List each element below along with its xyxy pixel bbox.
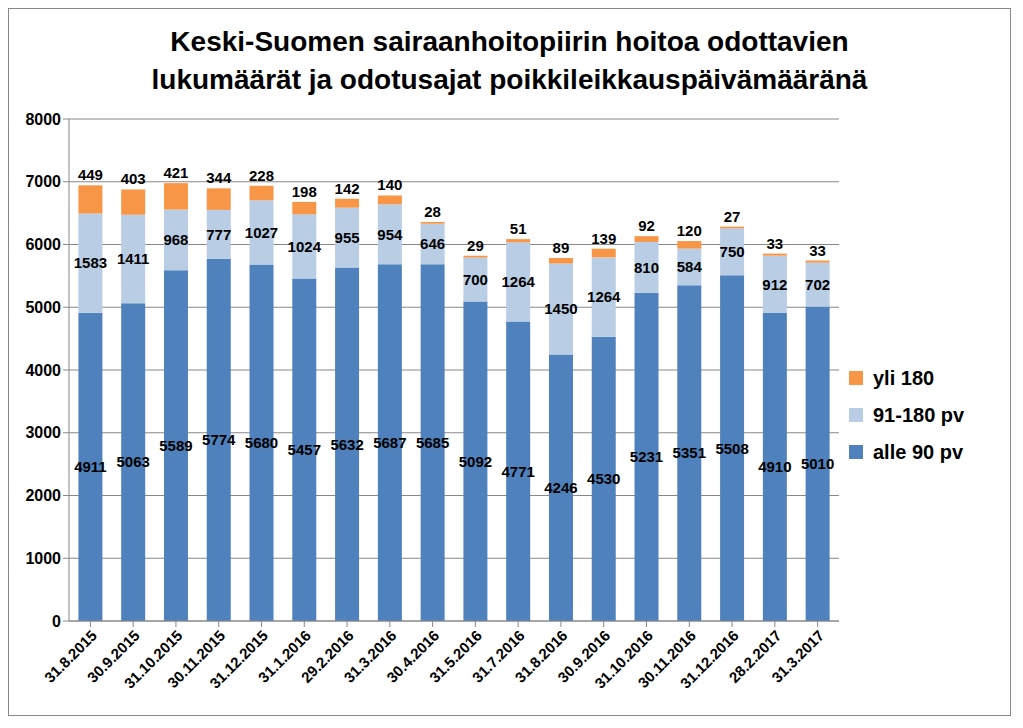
svg-text:31.7.2016: 31.7.2016 (468, 626, 528, 686)
svg-text:27: 27 (724, 208, 741, 225)
svg-text:1000: 1000 (25, 550, 61, 567)
html-text:alle 90 pv: alle 90 pv (873, 440, 964, 463)
svg-text:8000: 8000 (25, 111, 61, 128)
svg-text:421: 421 (163, 164, 188, 181)
svg-text:7000: 7000 (25, 173, 61, 190)
svg-text:777: 777 (206, 226, 231, 243)
svg-text:750: 750 (720, 243, 745, 260)
svg-text:449: 449 (78, 166, 103, 183)
svg-text:5774: 5774 (202, 431, 236, 448)
svg-text:31.10.2016: 31.10.2016 (591, 626, 657, 692)
svg-text:140: 140 (377, 176, 402, 193)
svg-text:33: 33 (767, 235, 784, 252)
svg-text:1411: 1411 (117, 250, 150, 267)
svg-text:31.8.2015: 31.8.2015 (40, 626, 100, 686)
svg-text:31.10.2015: 31.10.2015 (120, 626, 186, 692)
svg-text:584: 584 (677, 258, 703, 275)
svg-text:344: 344 (206, 169, 232, 186)
svg-text:51: 51 (510, 220, 527, 237)
svg-text:29: 29 (467, 237, 484, 254)
svg-text:954: 954 (377, 226, 403, 243)
svg-text:4246: 4246 (544, 479, 577, 496)
svg-text:403: 403 (121, 170, 146, 187)
svg-text:4911: 4911 (74, 458, 107, 475)
svg-text:5457: 5457 (288, 441, 321, 458)
svg-text:1027: 1027 (245, 224, 278, 241)
svg-text:31.1.2016: 31.1.2016 (254, 626, 314, 686)
svg-text:30.9.2015: 30.9.2015 (83, 626, 143, 686)
svg-text:1583: 1583 (74, 254, 107, 271)
svg-text:31.3.2016: 31.3.2016 (340, 626, 400, 686)
svg-text:4000: 4000 (25, 362, 61, 379)
svg-text:30.9.2016: 30.9.2016 (554, 626, 614, 686)
svg-text:4910: 4910 (758, 458, 791, 475)
svg-text:5231: 5231 (630, 448, 663, 465)
svg-text:810: 810 (634, 259, 659, 276)
svg-text:120: 120 (677, 222, 702, 239)
svg-text:6000: 6000 (25, 236, 61, 253)
svg-text:702: 702 (805, 276, 830, 293)
svg-text:1024: 1024 (288, 238, 322, 255)
svg-text:30.4.2016: 30.4.2016 (383, 626, 443, 686)
svg-text:31.12.2016: 31.12.2016 (677, 627, 742, 692)
svg-text:31.3.2017: 31.3.2017 (768, 627, 827, 686)
svg-text:1450: 1450 (544, 300, 577, 317)
svg-text:5063: 5063 (117, 453, 150, 470)
svg-text:33: 33 (809, 242, 826, 259)
svg-text:5092: 5092 (459, 453, 492, 470)
svg-text:4530: 4530 (587, 470, 620, 487)
html-text:91-180 pv: 91-180 pv (873, 403, 965, 426)
svg-text:5685: 5685 (416, 434, 449, 451)
svg-text:89: 89 (553, 239, 570, 256)
svg-text:228: 228 (249, 167, 274, 184)
svg-text:142: 142 (335, 180, 360, 197)
svg-text:30.11.2016: 30.11.2016 (634, 626, 699, 692)
svg-text:28: 28 (424, 203, 441, 220)
svg-text:31.12.2015: 31.12.2015 (206, 627, 271, 692)
svg-text:955: 955 (335, 229, 360, 246)
svg-text:198: 198 (292, 183, 317, 200)
svg-text:3000: 3000 (25, 424, 61, 441)
svg-text:5589: 5589 (159, 437, 192, 454)
svg-text:646: 646 (420, 235, 445, 252)
svg-text:700: 700 (463, 271, 488, 288)
svg-text:912: 912 (762, 276, 787, 293)
svg-text:92: 92 (638, 217, 655, 234)
svg-text:28.2.2017: 28.2.2017 (725, 626, 785, 686)
svg-text:968: 968 (163, 231, 188, 248)
svg-text:1264: 1264 (502, 273, 536, 290)
html-text:yli 180: yli 180 (873, 366, 935, 389)
svg-text:5351: 5351 (673, 444, 706, 461)
svg-text:1264: 1264 (587, 288, 621, 305)
svg-text:5010: 5010 (801, 455, 834, 472)
svg-text:5000: 5000 (25, 299, 61, 316)
html-text:Keski-Suomen sairaanhoitopiiri: Keski-Suomen sairaanhoitopiirin hoitoa o… (151, 26, 868, 95)
svg-text:4771: 4771 (502, 463, 535, 480)
svg-text:31.8.2016: 31.8.2016 (511, 626, 571, 686)
svg-text:30.11.2015: 30.11.2015 (163, 626, 229, 692)
svg-text:2000: 2000 (25, 487, 61, 504)
svg-text:0: 0 (52, 613, 61, 630)
svg-text:29.2.2016: 29.2.2016 (297, 626, 357, 686)
svg-text:5632: 5632 (330, 436, 363, 453)
svg-text:5687: 5687 (373, 434, 406, 451)
svg-text:139: 139 (591, 230, 616, 247)
svg-text:5508: 5508 (715, 440, 748, 457)
svg-text:5680: 5680 (245, 434, 278, 451)
svg-text:31.5.2016: 31.5.2016 (425, 626, 485, 686)
